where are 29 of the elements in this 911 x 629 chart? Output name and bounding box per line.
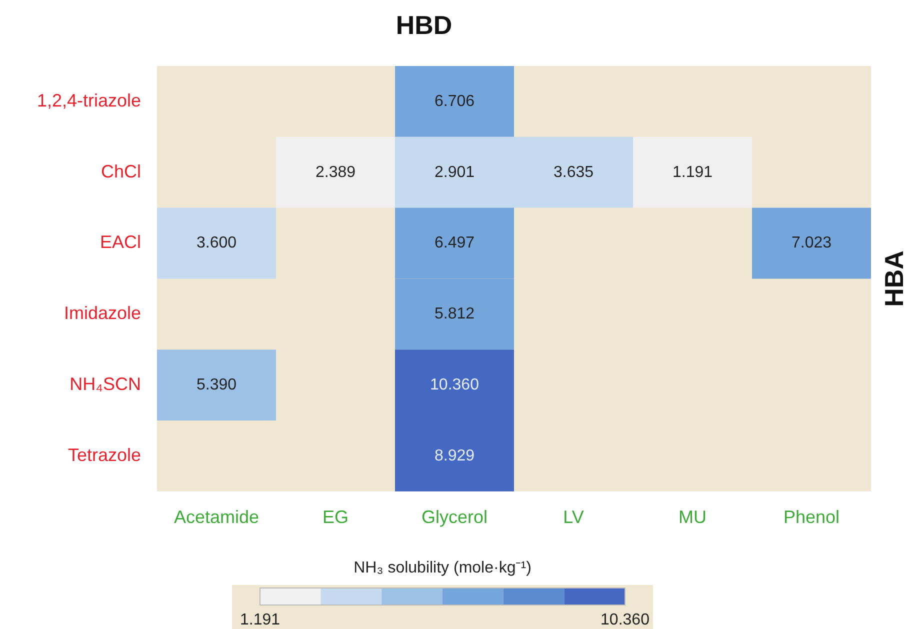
color-bar-title: NH₃ solubility (mole·kg⁻¹) [354,559,532,576]
data-label: 8.929 [434,447,475,464]
x-tick-label: Glycerol [421,507,488,528]
data-label: 3.635 [553,164,594,181]
color-bar-label: 1.191 [240,611,280,628]
data-label: 1.191 [672,164,713,181]
color-bar-label: 10.360 [600,611,650,628]
x-tick-label: Phenol [783,507,840,528]
data-label: 5.812 [434,306,475,323]
y-tick-label: 1,2,4-triazole [36,90,141,110]
x-tick-label: Acetamide [174,507,260,528]
data-label: 2.901 [434,164,475,181]
data-label: 10.360 [430,376,480,394]
data-label: 6.497 [434,234,475,252]
data-label: 7.023 [791,234,832,252]
y-tick-label: Imidazole [64,303,141,324]
y-tick-label: Tetrazole [68,444,141,465]
x-axis-title: HBD [396,10,452,40]
y-tick-label: ChCl [100,161,141,182]
y-tick-label: NH₄SCN [70,374,141,394]
x-tick-label: MU [678,507,706,528]
data-label: 5.390 [196,376,237,394]
y-axis-title: HBA [879,250,910,307]
y-tick-label: EACl [100,232,141,252]
data-label: 3.600 [196,234,237,252]
x-tick-label: EG [322,507,349,528]
data-label: 6.706 [434,92,475,110]
x-tick-label: LV [563,507,584,528]
data-label: 2.389 [315,164,356,181]
